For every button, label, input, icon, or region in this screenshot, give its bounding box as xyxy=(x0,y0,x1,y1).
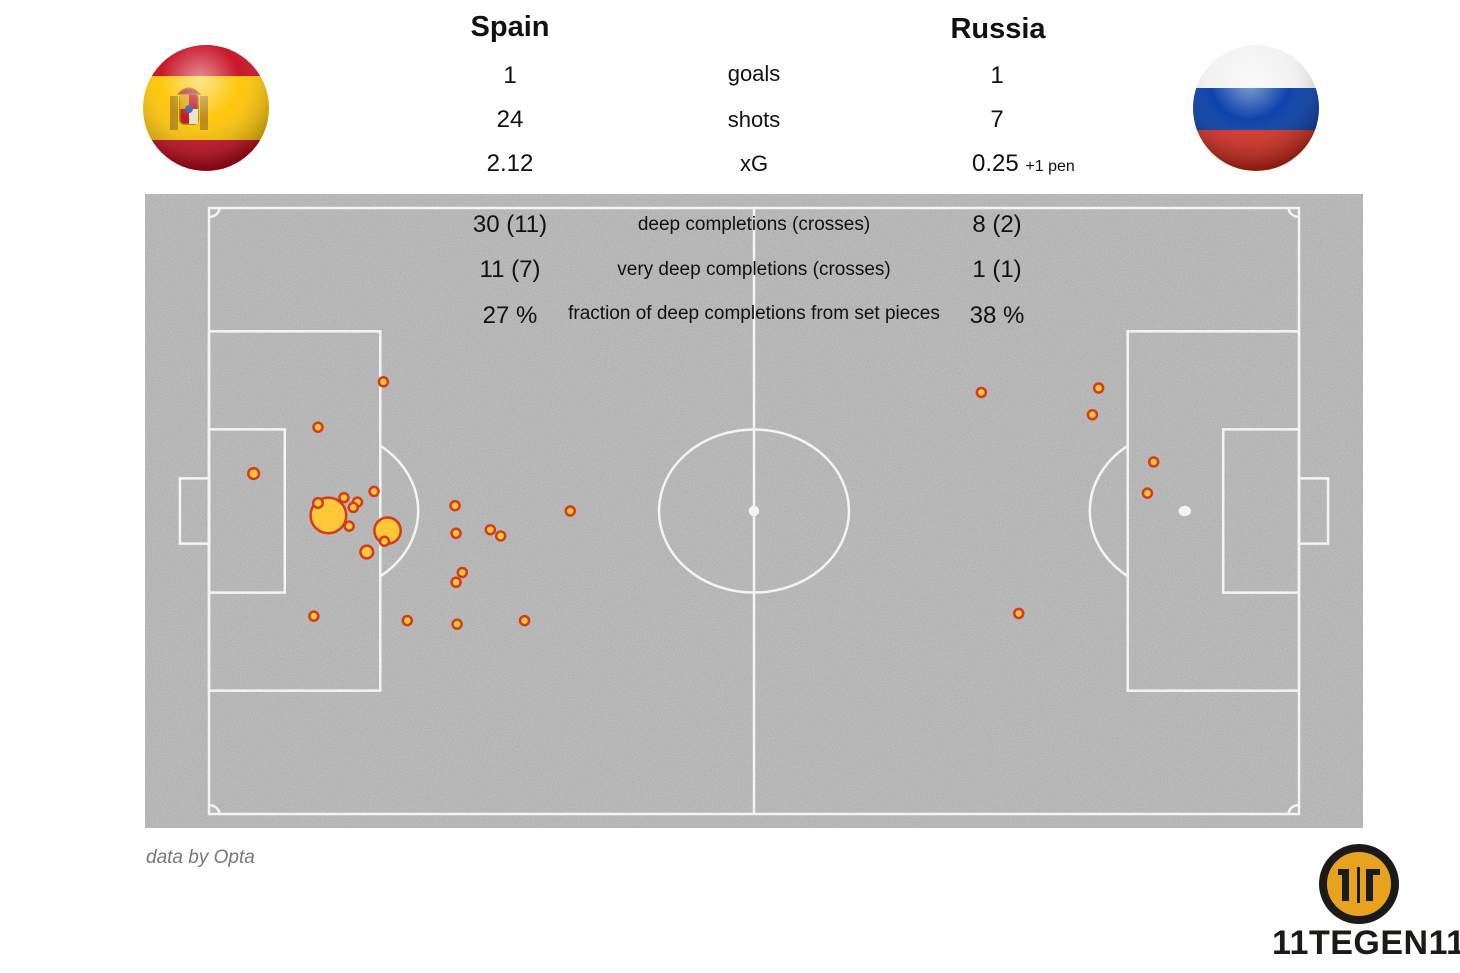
shot-marker xyxy=(1012,607,1025,620)
home-very-deep-completions: 11 (7) xyxy=(479,256,541,283)
shot-marker xyxy=(378,535,391,548)
left-goal xyxy=(178,477,211,545)
centre-spot xyxy=(748,505,760,517)
very-deep-completions-label: very deep completions (crosses) xyxy=(617,259,891,280)
shot-marker xyxy=(401,614,414,627)
pitch xyxy=(145,194,1363,828)
shot-marker xyxy=(451,618,463,630)
shot-marker xyxy=(975,386,988,399)
shot-marker xyxy=(484,523,497,536)
shot-marker xyxy=(494,530,507,542)
left-penalty-arc xyxy=(379,444,420,578)
shot-marker xyxy=(456,566,469,579)
away-xg-group: 0.25 +1 pen xyxy=(972,150,1075,178)
shot-marker xyxy=(1141,487,1154,499)
home-xg: 2.12 xyxy=(486,150,534,177)
home-shots: 24 xyxy=(496,106,524,133)
away-xg: 0.25 xyxy=(972,150,1019,177)
home-team-name: Spain xyxy=(470,11,550,43)
shot-marker xyxy=(308,610,320,622)
shot-marker xyxy=(1086,409,1099,421)
shots-label: shots xyxy=(727,107,781,132)
shot-marker xyxy=(311,496,325,510)
pitch-markings xyxy=(178,206,1330,816)
shot-marker xyxy=(450,576,462,589)
spain-flag-icon xyxy=(142,44,270,172)
shot-marker xyxy=(359,544,375,560)
home-set-piece-fraction: 27 % xyxy=(482,302,538,329)
shots-layer xyxy=(247,376,1160,630)
right-penalty-arc xyxy=(1088,444,1129,578)
centre-circle xyxy=(657,428,851,594)
corner-arc-bottom-right xyxy=(1287,803,1300,815)
right-penalty-spot xyxy=(1178,505,1192,517)
data-credit: data by Opta xyxy=(146,847,255,868)
shots-russia xyxy=(975,382,1160,620)
shot-marker xyxy=(1092,382,1105,394)
corner-arc-top-right xyxy=(1287,207,1300,219)
home-deep-completions: 30 (11) xyxy=(472,211,548,238)
away-goals: 1 xyxy=(990,62,1004,89)
shot-marker xyxy=(450,527,462,540)
shot-marker xyxy=(338,491,350,504)
away-xg-penalty: +1 pen xyxy=(1025,158,1075,175)
away-very-deep-completions: 1 (1) xyxy=(972,256,1022,283)
shot-marker xyxy=(247,466,261,481)
shot-marker xyxy=(343,520,355,532)
home-goals: 1 xyxy=(503,62,517,89)
away-set-piece-fraction: 38 % xyxy=(969,302,1025,329)
11tegen11-logo-icon xyxy=(1317,842,1401,926)
shot-marker xyxy=(312,421,324,433)
shot-marker xyxy=(518,614,531,627)
away-shots: 7 xyxy=(990,106,1004,133)
shot-map-chart xyxy=(145,194,1363,828)
shot-marker xyxy=(377,376,390,388)
away-team-name: Russia xyxy=(950,13,1046,45)
set-piece-fraction-label: fraction of deep completions from set pi… xyxy=(568,303,940,324)
shot-marker xyxy=(564,505,577,517)
russia-flag-icon xyxy=(1192,44,1320,172)
corner-arc-top-left xyxy=(208,207,221,219)
shot-marker xyxy=(368,485,380,498)
shots-spain xyxy=(247,376,577,630)
away-deep-completions: 8 (2) xyxy=(972,211,1022,238)
corner-arc-bottom-left xyxy=(208,803,221,815)
goals-label: goals xyxy=(727,61,781,86)
xg-label: xG xyxy=(739,151,769,176)
shot-marker xyxy=(449,499,461,512)
right-goal xyxy=(1297,477,1330,545)
brand-wordmark: 11TEGEN11 xyxy=(1272,924,1460,962)
shot-marker xyxy=(347,501,360,514)
shot-marker xyxy=(1147,456,1160,468)
deep-completions-label: deep completions (crosses) xyxy=(637,214,871,235)
